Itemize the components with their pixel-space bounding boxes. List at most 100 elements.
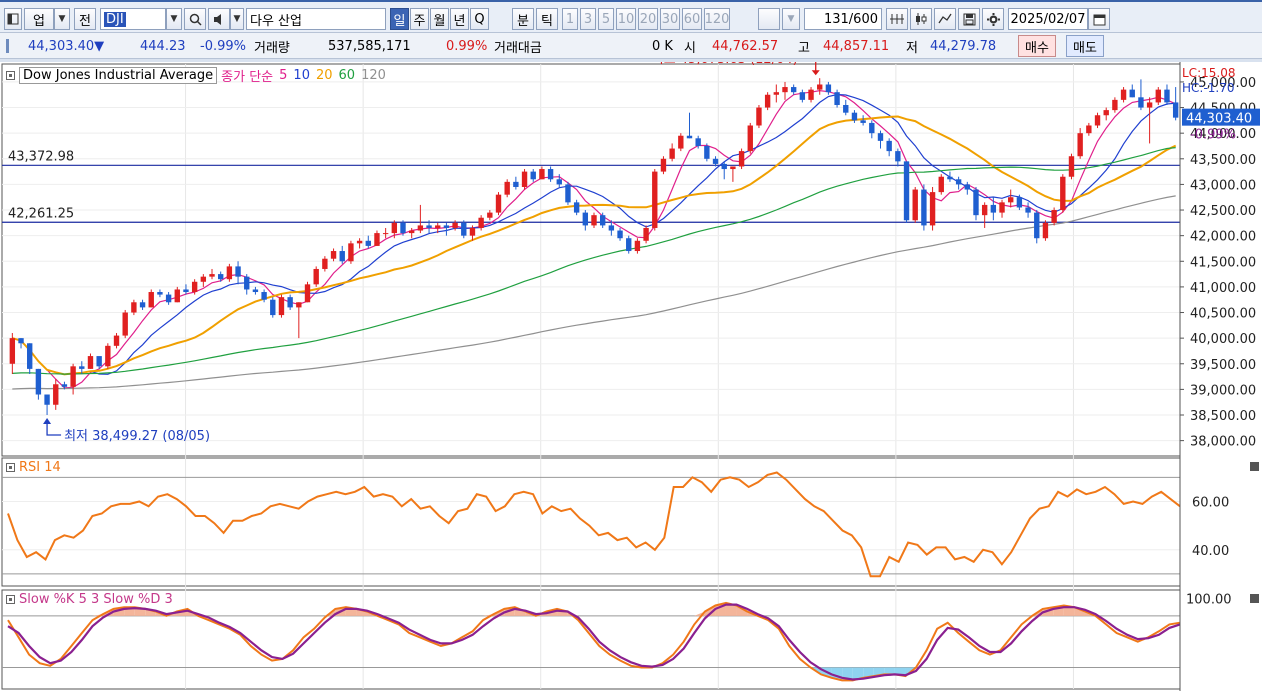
panel-toggle-icon[interactable] [6,71,15,80]
candle-type-icon[interactable] [910,8,932,30]
candle-body [521,171,528,187]
interval-60[interactable]: 60 [682,8,702,30]
count-total: /600 [848,11,878,27]
candle-body [356,240,363,244]
ma-5-line [12,89,1176,389]
save-icon[interactable] [958,8,980,30]
stoch-overbought-fill [145,608,156,616]
market-dropdown-icon[interactable]: ▼ [54,8,70,30]
period-tick[interactable]: 틱 [536,8,558,30]
candle-body [929,192,936,226]
period-4[interactable]: Q [470,8,489,30]
speaker-dropdown-icon[interactable]: ▼ [230,8,244,30]
candle-body [608,225,615,231]
candle-body [1146,102,1153,108]
candle-body [1068,156,1075,177]
candle-body [738,151,745,167]
prev-button[interactable]: 전 [74,8,96,30]
candles [9,78,1179,416]
candle-body [235,266,241,277]
instrument-label[interactable]: Dow Jones Industrial Average [19,67,218,84]
candle-body [1120,89,1127,100]
market-select[interactable]: 업 [24,8,54,30]
buy-button[interactable]: 매수 [1018,35,1056,57]
interval-30[interactable]: 30 [660,8,680,30]
candle-body [712,158,719,164]
count-value: 131 [823,11,849,27]
speaker-icon[interactable] [208,8,230,30]
candle-body [877,133,884,141]
period-2[interactable]: 월 [430,8,449,30]
candle-body [504,181,510,195]
y-tick-label: 42,500.00 [1190,204,1256,219]
candle-body [730,166,736,170]
date-field[interactable]: 2025/02/07 [1008,8,1088,30]
volume-label: 거래량 [254,40,290,56]
candle-body [61,384,68,387]
sell-button[interactable]: 매도 [1066,35,1104,57]
period-1[interactable]: 주 [410,8,429,30]
search-icon[interactable] [184,8,206,30]
instrument-name-field[interactable]: 다우 산업 [246,8,386,30]
rsi-tick-label: 40.00 [1192,544,1229,559]
period-minute[interactable]: 분 [512,8,534,30]
period-3[interactable]: 년 [450,8,469,30]
candle-body [443,225,450,228]
candle-body [704,145,710,159]
interval-input[interactable] [758,8,780,30]
layout-toggle-icon[interactable] [4,8,22,30]
interval-5[interactable]: 5 [598,8,614,30]
candle-body [782,87,788,93]
code-dropdown-icon[interactable]: ▼ [166,8,182,30]
candle-body [764,94,771,108]
candle-body [435,225,441,228]
interval-1[interactable]: 1 [562,8,578,30]
candle-body [191,281,198,293]
candle-body [938,176,944,193]
settings-gear-icon[interactable] [982,8,1004,30]
period-0[interactable]: 일 [390,8,409,30]
candle-body [296,302,302,308]
high-label: 고 [798,40,810,56]
candle-body [183,289,189,293]
draw-line-icon[interactable] [934,8,956,30]
stoch-k-line [7,601,1181,682]
candle-body [495,194,502,213]
candle-body [174,289,180,303]
rsi-close-icon[interactable] [1250,462,1259,471]
candle-body [487,212,493,218]
y-tick-label: 41,500.00 [1190,255,1256,270]
candle-body [122,312,128,336]
code-input[interactable]: DJI [100,8,166,30]
candle-body [1155,89,1161,103]
candle-body [1138,97,1144,108]
current-price: 44,303.40 ▼ [28,36,104,56]
candle-body [617,230,623,239]
interval-120[interactable]: 120 [704,8,730,30]
axis-bg [1180,62,1262,691]
stoch-close-icon[interactable] [1250,594,1259,603]
crosshair-icon[interactable] [886,8,908,30]
calendar-icon[interactable] [1088,8,1110,30]
candle-body [573,202,580,213]
stoch-plot [7,601,1181,682]
interval-3[interactable]: 3 [580,8,596,30]
candle-body [530,171,536,180]
candle-body [1016,197,1023,208]
prev-label: 전 [79,13,91,29]
stoch-toggle-icon[interactable] [6,595,15,604]
interval-20[interactable]: 20 [638,8,658,30]
candle-body [825,84,832,93]
candle-body [1129,89,1135,98]
count-field[interactable]: 131/600 [804,8,882,30]
candle-body [148,292,154,308]
rsi-toggle-icon[interactable] [6,463,15,472]
candle-body [382,233,389,235]
interval-10[interactable]: 10 [616,8,636,30]
interval-dropdown-icon[interactable]: ▼ [782,8,800,30]
candle-body [1051,210,1057,223]
low-arrowhead-icon [43,418,52,425]
